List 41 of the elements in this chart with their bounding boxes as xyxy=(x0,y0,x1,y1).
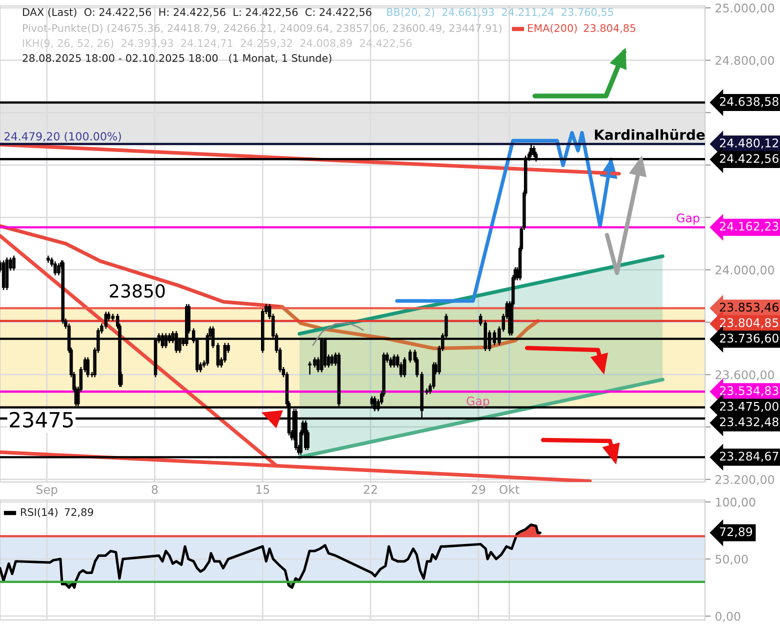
ref-line-label: 23.475,00 xyxy=(720,402,778,412)
annotation: 24.479,20 (100.00%) xyxy=(4,132,121,142)
annotation: 23475 xyxy=(10,412,73,428)
text: 72,89 xyxy=(720,527,752,538)
annotation: 23850 xyxy=(110,284,165,298)
annotation: Kardinalhürde xyxy=(594,129,705,140)
ref-line-label: 23.736,60 xyxy=(720,334,778,344)
annotation: Gap xyxy=(676,213,700,225)
ref-line-label: 23.804,85 xyxy=(720,318,778,328)
y-tick-label: 24.000,00 xyxy=(716,266,774,276)
annotation: Gap xyxy=(466,396,490,408)
annotation: Pivot-Punkte(D) (24675.36, 24418.79, 24266.21, 24009.64, 23857.06, 23600.49, 23447.91) xyxy=(23,24,502,34)
annotation: 23.804,85 xyxy=(584,24,636,34)
x-tick-label: 29 xyxy=(472,484,486,494)
x-tick-label: 8 xyxy=(152,484,158,494)
y-tick-label: 23.200,00 xyxy=(716,475,774,486)
x-tick-label: Okt xyxy=(500,484,520,494)
annotation: BB(20, 2) 24.661,93 24.211,24 23.760,55 xyxy=(387,8,614,18)
ref-line-label: 24.480,12 xyxy=(720,138,778,149)
annotation: IKH(9, 26, 52, 26) 24.393,93 24.124,71 24.259,32 24.008,89 24.422,56 xyxy=(23,38,412,48)
x-tick-label: 22 xyxy=(364,484,377,494)
ref-line-label: 24.162,23 xyxy=(720,222,778,232)
annotation: 72,89 xyxy=(64,508,94,518)
legend-label: RSI(14) xyxy=(21,508,58,518)
chart-title: DAX (Last) O: 24.422,56 H: 24.422,56 L: 24.422,56 C: 24.422,56 xyxy=(23,8,372,18)
y-tick-label: 50,00 xyxy=(716,554,748,565)
legend-label: EMA(200) xyxy=(528,24,577,34)
x-tick-label: 15 xyxy=(256,485,270,494)
ref-line-label: 24.422,56 xyxy=(720,154,778,164)
x-tick-label: Sep xyxy=(36,484,58,496)
ref-line-label: 23.432,48 xyxy=(720,417,778,428)
ref-line-label: 23.853,46 xyxy=(720,302,778,313)
text: 28.08.2025 18:00 - 02.10.2025 18:00 (1 Monat, 1 Stunde) xyxy=(22,54,332,64)
y-tick-label: 23.600,00 xyxy=(716,370,774,380)
ref-line-label: 24.638,58 xyxy=(720,97,778,108)
y-tick-label: 0,00 xyxy=(716,612,740,622)
ref-line-label: 23.534,83 xyxy=(720,386,778,396)
ref-line-label: 23.284,67 xyxy=(720,452,778,462)
y-tick-label: 100,00 xyxy=(716,498,756,508)
y-tick-label: 24.800,00 xyxy=(716,56,774,66)
y-tick-label: 25.000,00 xyxy=(716,4,774,14)
